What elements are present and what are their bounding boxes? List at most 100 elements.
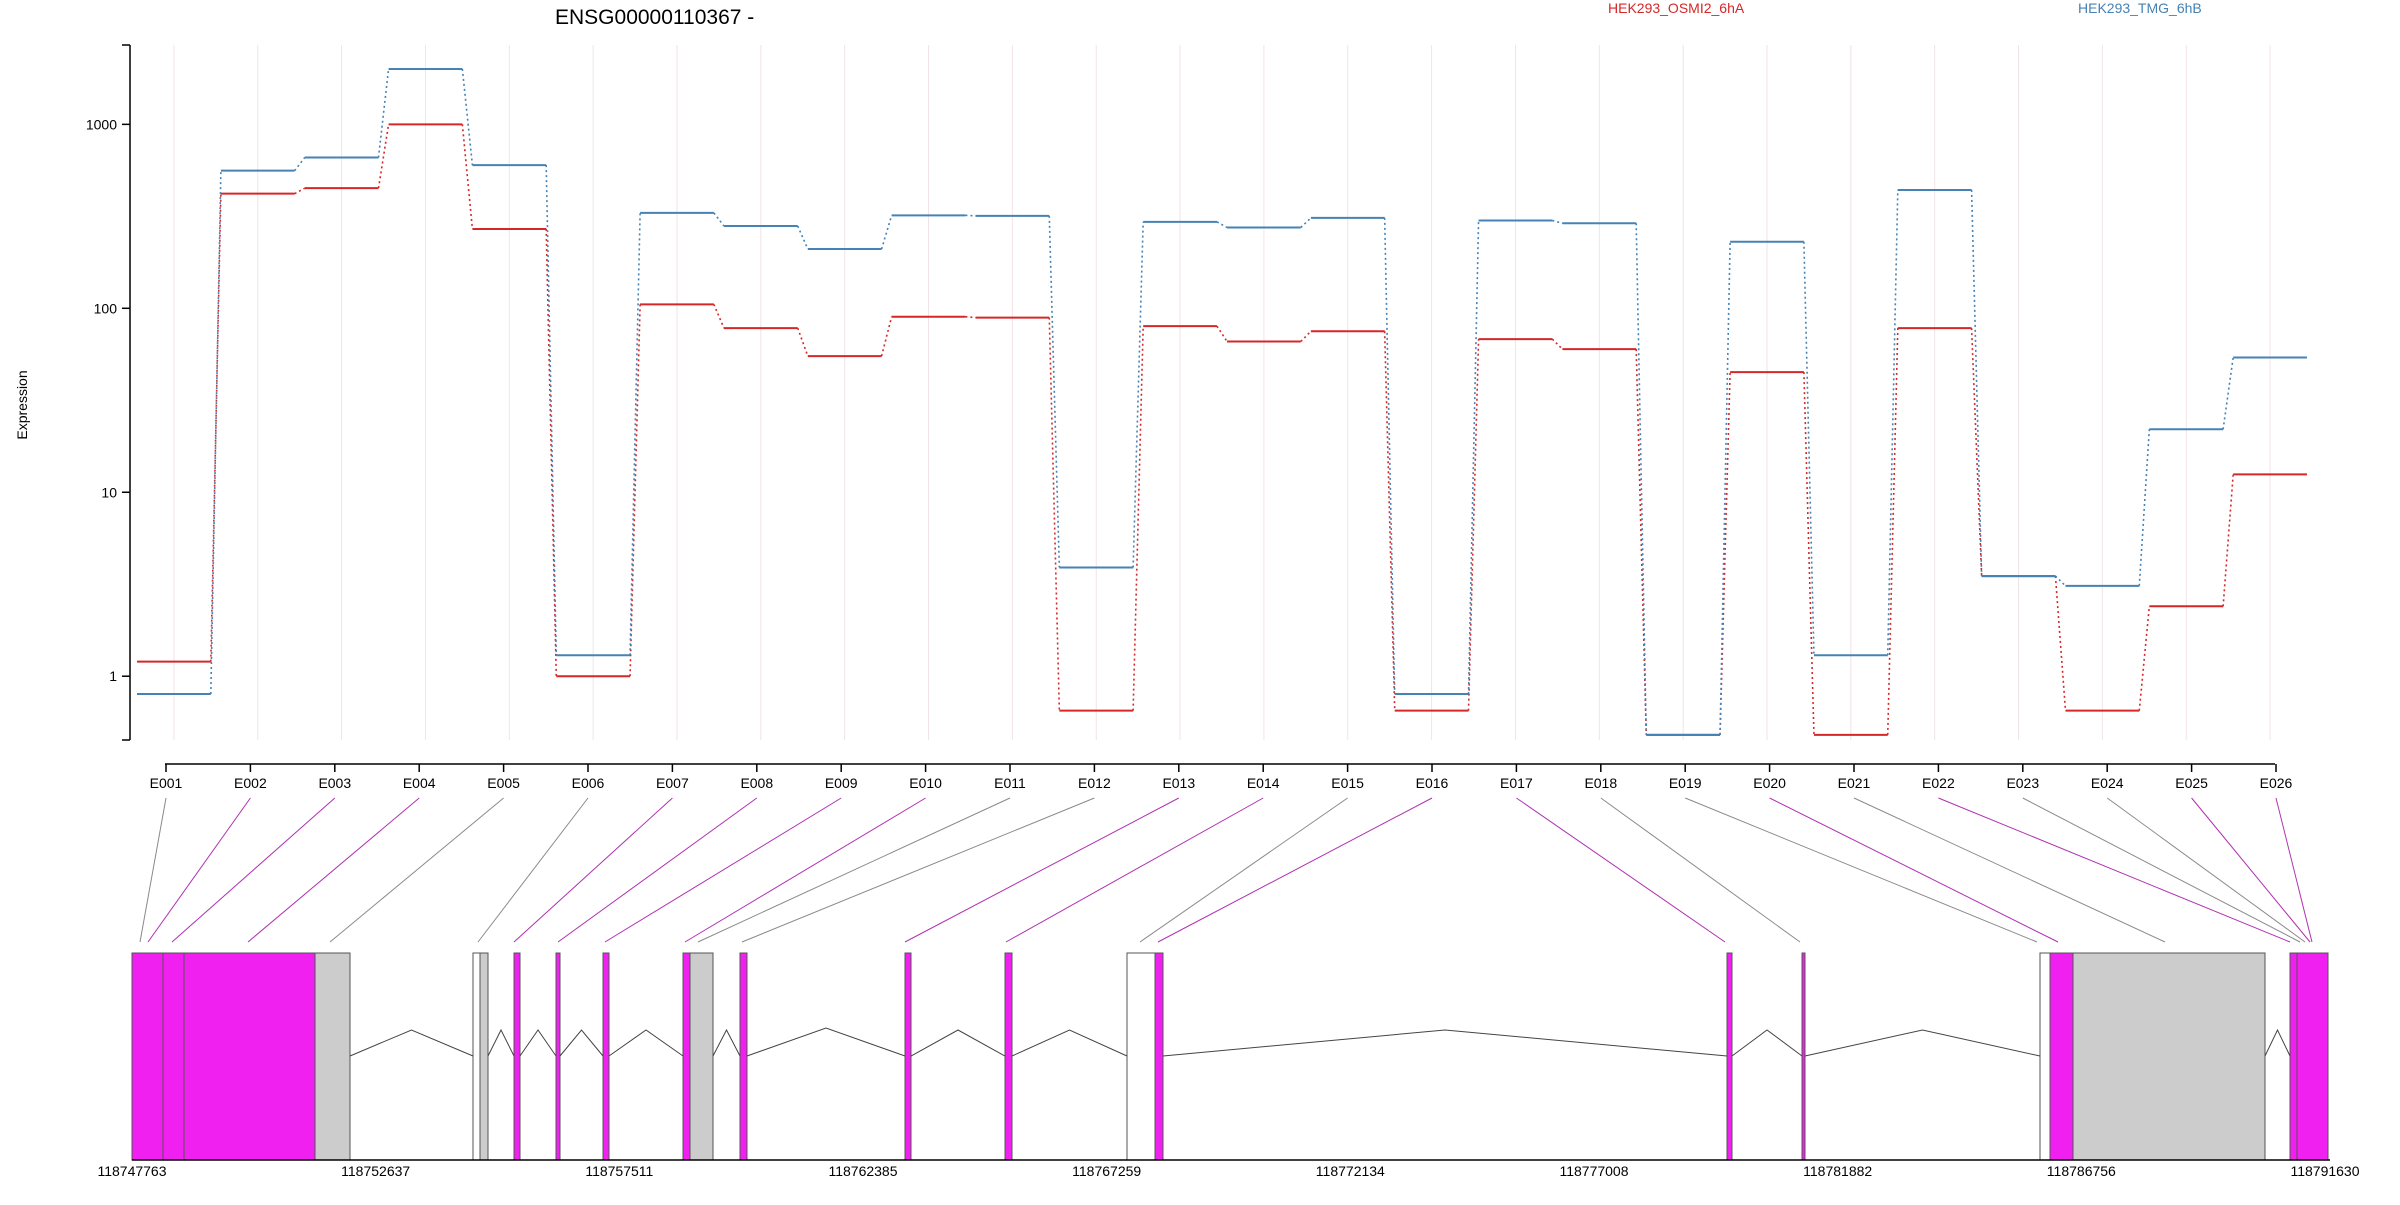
series-transition (2222, 357, 2234, 430)
exon-box (513, 952, 521, 1161)
series-transition (377, 124, 390, 189)
connector-line (1685, 797, 2038, 943)
connector-line (1005, 797, 1264, 943)
connector-line (2191, 797, 2311, 943)
grid-lines (173, 45, 2271, 740)
genomic-tick-label: 118791630 (2290, 1163, 2359, 1179)
exon-box (2039, 952, 2051, 1161)
series-transition (1551, 338, 1563, 350)
y-tick-label: 10 (101, 484, 117, 500)
connector-line (604, 797, 842, 943)
series-transition (1300, 217, 1312, 229)
exon-box (1004, 952, 1013, 1161)
exon-box (479, 952, 489, 1161)
connector-line (684, 797, 926, 943)
connector-line (329, 797, 504, 943)
series-transition (1803, 372, 1815, 735)
series-transition (1719, 372, 1731, 735)
series-transition (545, 165, 558, 656)
exon-box (2072, 952, 2266, 1161)
y-axis-label: Expression (14, 370, 30, 439)
series-transition (965, 315, 976, 319)
series-transition (377, 68, 390, 158)
series-transition (1970, 189, 1983, 577)
x-tick-label: E003 (318, 775, 351, 791)
connector-line (697, 797, 1011, 943)
x-tick-label: E022 (1922, 775, 1955, 791)
genomic-tick-label: 118757511 (585, 1163, 653, 1179)
y-tick-label: 1 (109, 668, 117, 684)
connector-line (741, 797, 1095, 943)
connector-line (2022, 797, 2301, 943)
series-transition (1467, 339, 1480, 711)
x-tick-label: E002 (234, 775, 267, 791)
series-transition (210, 193, 222, 662)
x-tick-label: E018 (1584, 775, 1617, 791)
exon-connectors (139, 797, 2313, 943)
series-transition (294, 157, 306, 172)
series-transition (1635, 223, 1648, 735)
x-tick-label: E007 (656, 775, 689, 791)
series-transition (629, 212, 641, 656)
series-lines (137, 67, 2307, 736)
series-transition (210, 170, 222, 695)
gene-model (131, 952, 2329, 1161)
genomic-tick-label: 118747763 (97, 1163, 166, 1179)
series-transition (880, 316, 893, 357)
connector-line (557, 797, 758, 943)
x-tick-label: E020 (1753, 775, 1786, 791)
x-tick-label: E023 (2006, 775, 2039, 791)
series-2 (137, 67, 2307, 736)
connector-line (1938, 797, 2291, 943)
x-tick-label: E025 (2175, 775, 2208, 791)
exon-box (602, 952, 610, 1161)
exon-box (1726, 952, 1733, 1161)
intron-line (349, 1029, 474, 1057)
series-transition (1300, 330, 1312, 343)
x-tick-label: E004 (403, 775, 436, 791)
series-transition (796, 327, 809, 357)
series-transition (2054, 576, 2067, 711)
x-tick-label: E008 (740, 775, 773, 791)
series-transition (965, 214, 976, 217)
connector-line (1600, 797, 1801, 943)
series-transition (1970, 328, 1983, 577)
intron-line (1011, 1029, 1128, 1057)
series-transition (1383, 217, 1396, 695)
connector-line (139, 797, 167, 943)
x-tick-label: E010 (909, 775, 942, 791)
exon-box (1801, 952, 1806, 1161)
series-1 (137, 123, 2307, 736)
intron-line (608, 1029, 684, 1057)
exon-box (1126, 952, 1156, 1161)
y-tick-label: 100 (94, 300, 118, 316)
x-tick-label: E006 (572, 775, 605, 791)
exon-box (2296, 952, 2329, 1161)
series-transition (1552, 219, 1563, 225)
x-tick-label: E005 (487, 775, 520, 791)
x-tick-label: E012 (1078, 775, 1111, 791)
x-tick-label: E009 (825, 775, 858, 791)
series-transition (1719, 241, 1731, 735)
x-tick-label: E011 (994, 775, 1026, 791)
connector-line (2275, 797, 2313, 943)
series-transition (1216, 221, 1228, 229)
series-transition (1467, 220, 1480, 695)
x-tick-label: E014 (1247, 775, 1280, 791)
x-tick-label: E026 (2260, 775, 2293, 791)
intron-line (559, 1029, 604, 1057)
connector-line (513, 797, 673, 943)
series-transition (713, 304, 725, 329)
series-transition (713, 212, 725, 227)
series-transition (294, 187, 306, 195)
connector-line (1853, 797, 2166, 943)
legend-label-tmg: HEK293_TMG_6hB (2078, 0, 2202, 16)
series-transition (629, 304, 641, 677)
series-transition (1803, 241, 1815, 656)
series-transition (2138, 606, 2151, 711)
intron-line (1162, 1029, 1728, 1057)
genomic-tick-label: 118777008 (1559, 1163, 1628, 1179)
x-tick-label: E015 (1331, 775, 1364, 791)
